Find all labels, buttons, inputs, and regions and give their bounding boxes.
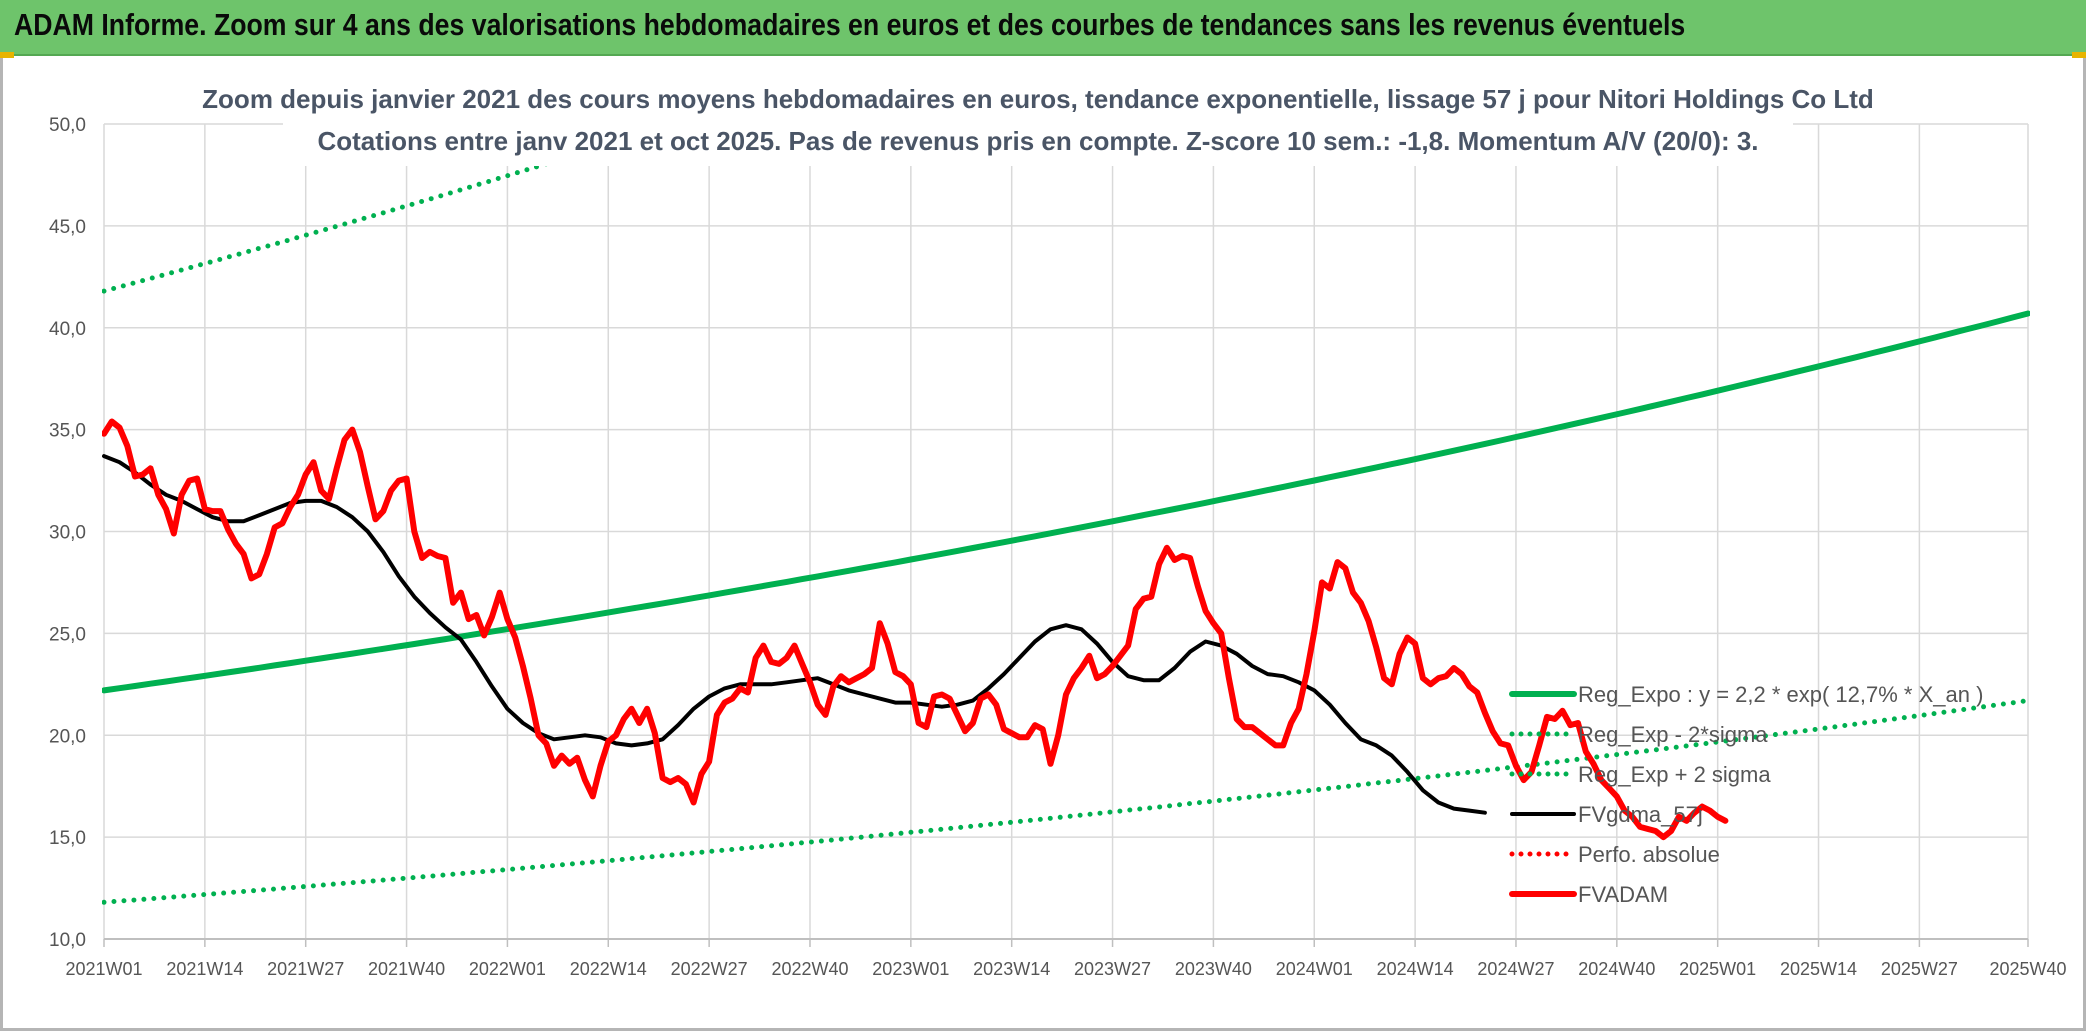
x-tick-label: 2021W27	[267, 959, 344, 979]
y-tick-label: 15,0	[49, 828, 86, 849]
x-tick-label: 2024W14	[1377, 959, 1454, 979]
x-tick-label: 2021W40	[368, 959, 445, 979]
y-tick-label: 45,0	[49, 217, 86, 238]
legend-label: Reg_Exp + 2 sigma	[1578, 762, 1771, 787]
x-tick-label: 2025W27	[1881, 959, 1958, 979]
y-tick-label: 40,0	[49, 319, 86, 340]
chart-title-line-2: Cotations entre janv 2021 et oct 2025. P…	[317, 126, 1758, 156]
banner-title: ADAM Informe. Zoom sur 4 ans des valoris…	[14, 7, 1686, 42]
banner-corner-left	[0, 52, 14, 58]
series-line-fvadam	[102, 418, 1729, 841]
x-tick-label: 2025W01	[1679, 959, 1756, 979]
x-tick-label: 2022W40	[771, 959, 848, 979]
x-tick-label: 2025W40	[1989, 959, 2066, 979]
x-tick-label: 2022W27	[671, 959, 748, 979]
y-tick-label: 30,0	[49, 523, 86, 544]
x-tick-label: 2025W14	[1780, 959, 1857, 979]
x-tick-label: 2024W40	[1578, 959, 1655, 979]
header-banner: ADAM Informe. Zoom sur 4 ans des valoris…	[0, 0, 2086, 56]
series-line-reg-expo	[102, 310, 2030, 694]
series-line-fvgdma-57j	[102, 454, 1487, 815]
x-tick-label: 2024W01	[1276, 959, 1353, 979]
chart-title-backdrop	[283, 74, 1793, 166]
legend-label: Perfo. absolue	[1578, 842, 1720, 867]
x-tick-label: 2023W27	[1074, 959, 1151, 979]
legend-label: Reg_Expo : y = 2,2 * exp( 12,7% * X_an )	[1578, 682, 1983, 707]
x-axis-ticks: 2021W01 2021W14 2021W27 2021W40 2022W01 2022W…	[65, 959, 2066, 979]
y-tick-label: 35,0	[49, 421, 86, 442]
x-tick-label: 2022W14	[570, 959, 647, 979]
x-tick-label: 2022W01	[469, 959, 546, 979]
legend-box	[1500, 676, 2020, 916]
chart-title-line-1: Zoom depuis janvier 2021 des cours moyen…	[202, 84, 1874, 114]
y-tick-label: 20,0	[49, 726, 86, 747]
legend: Reg_Expo : y = 2,2 * exp( 12,7% * X_an )…	[1500, 676, 2020, 916]
x-tick-label: 2024W27	[1477, 959, 1554, 979]
y-tick-label: 10,0	[49, 930, 86, 951]
x-tick-label: 2023W01	[872, 959, 949, 979]
series-line-reg-exp-2-sigma	[102, 698, 2030, 905]
x-tick-label: 2021W14	[166, 959, 243, 979]
x-tick-label: 2021W01	[65, 959, 142, 979]
banner-corner-right	[2072, 52, 2086, 58]
legend-label: FVADAM	[1578, 882, 1668, 907]
legend-label: Reg_Exp - 2*sigma	[1578, 722, 1768, 747]
x-tick-label: 2023W40	[1175, 959, 1252, 979]
x-tick-label: 2023W14	[973, 959, 1050, 979]
series-lines	[102, 120, 2030, 905]
legend-label: FVgdma_57j	[1578, 802, 1703, 827]
y-tick-label: 25,0	[49, 624, 86, 645]
y-axis-ticks: 10,0 15,0 20,0 25,0 30,0 35,0 40,0 45,0 50,0	[49, 115, 86, 951]
y-tick-label: 50,0	[49, 115, 86, 136]
